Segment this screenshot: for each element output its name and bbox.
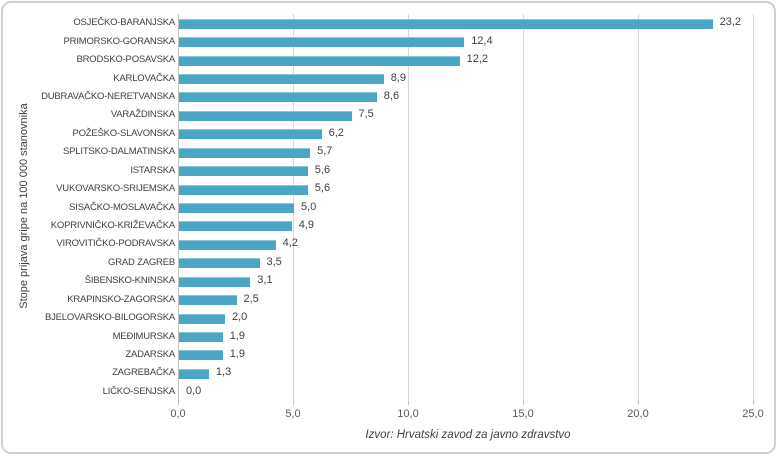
category-label: POŽEŠKO-SLAVONSKA: [72, 127, 175, 139]
bar-value-label: 6,2: [328, 126, 344, 139]
category-label: KARLOVAČKA: [113, 72, 175, 84]
bar: [179, 37, 465, 48]
category-label: VUKOVARSKO-SRIJEMSKA: [56, 183, 175, 195]
vertical-gridline: [408, 14, 409, 401]
category-label: ISTARSKA: [130, 164, 175, 176]
bar-value-label: 5,6: [314, 163, 331, 176]
category-label: VIROVITIČKO-PODRAVSKA: [56, 238, 175, 250]
bar: [179, 221, 292, 232]
bar-value-label: 5,7: [317, 145, 333, 158]
category-label: ZAGREBAČKA: [112, 367, 175, 379]
x-axis-tick: [408, 401, 409, 405]
bar-value-label: 1,9: [229, 347, 245, 360]
x-axis-tick-label: 5,0: [285, 408, 301, 420]
bar: [179, 92, 377, 103]
category-label: OSJEČKO-BARANJSKA: [73, 17, 175, 29]
bar: [179, 129, 322, 140]
category-label: PRIMORSKO-GORANSKA: [63, 35, 176, 47]
category-label: DUBRAVAČKO-NERETVANSKA: [41, 90, 175, 102]
bar-value-label: 5,6: [314, 182, 331, 195]
x-axis-tick-label: 25,0: [742, 408, 764, 420]
bar-value-label: 1,3: [215, 366, 232, 379]
x-axis-tick: [753, 401, 754, 405]
bar: [179, 239, 276, 250]
bar: [179, 147, 311, 158]
category-label: ZADARSKA: [125, 348, 175, 360]
bar-value-label: 12,4: [471, 34, 493, 47]
bar-value-label: 7,5: [358, 108, 374, 121]
bar: [179, 276, 251, 287]
bar: [179, 313, 225, 324]
category-label: SISAČKO-MOSLAVAČKA: [69, 201, 175, 213]
bar-value-label: 2,0: [232, 311, 248, 324]
bar-value-label: 3,1: [257, 274, 273, 287]
bar-value-label: 8,9: [390, 71, 406, 84]
category-label: BRODSKO-POSAVSKA: [76, 54, 175, 66]
bar-value-label: 5,0: [301, 200, 317, 213]
bar-value-label: 23,2: [719, 16, 742, 29]
x-axis-tick-label: 0,0: [170, 408, 186, 420]
bar: [179, 332, 223, 342]
category-label: ŠIBENSKO-KNINSKA: [84, 275, 175, 287]
source-note: Izvor: Hrvatski zavod za javno zdravstvo: [365, 429, 571, 441]
bar: [179, 184, 308, 195]
bar-value-label: 4,2: [282, 237, 298, 250]
vertical-gridline: [523, 14, 524, 401]
category-label: VARAŽDINSKA: [110, 109, 175, 121]
x-axis-tick: [523, 401, 524, 405]
x-axis-tick: [293, 401, 294, 405]
bar: [179, 110, 352, 121]
bar-value-label: 1,9: [229, 329, 245, 342]
x-axis-tick-label: 10,0: [397, 408, 419, 420]
bar: [179, 18, 713, 29]
bar: [179, 350, 223, 361]
category-label: LIČKO-SENJSKA: [102, 385, 176, 397]
vertical-gridline: [638, 14, 639, 401]
x-axis-tick: [638, 401, 639, 405]
category-label: GRAD ZAGREB: [108, 256, 175, 268]
category-label: BJELOVARSKO-BILOGORSKA: [44, 312, 175, 324]
category-label: KOPRIVNIČKO-KRIŽEVAČKA: [50, 219, 175, 231]
category-label: KRAPINSKO-ZAGORSKA: [67, 293, 175, 305]
bar-value-label: 8,6: [383, 89, 400, 102]
bar: [179, 258, 260, 269]
bar: [179, 74, 384, 84]
bar: [179, 55, 460, 66]
bar-value-label: 12,2: [466, 53, 489, 66]
bar: [179, 368, 209, 379]
bar-value-label: 2,5: [243, 292, 259, 305]
bar: [179, 203, 294, 213]
vertical-gridline: [753, 14, 754, 401]
category-axis-line: [178, 14, 179, 405]
bar-value-label: 4,9: [298, 218, 314, 231]
bar: [179, 166, 308, 177]
x-axis-tick-label: 20,0: [627, 408, 649, 420]
category-label: SPLITSKO-DALMATINSKA: [63, 146, 175, 158]
category-label: MEĐIMURSKA: [112, 330, 176, 342]
bar: [179, 295, 237, 306]
x-axis-tick-label: 15,0: [512, 408, 534, 420]
bar-value-label: 0,0: [186, 384, 202, 397]
bar-value-label: 3,5: [266, 255, 282, 268]
